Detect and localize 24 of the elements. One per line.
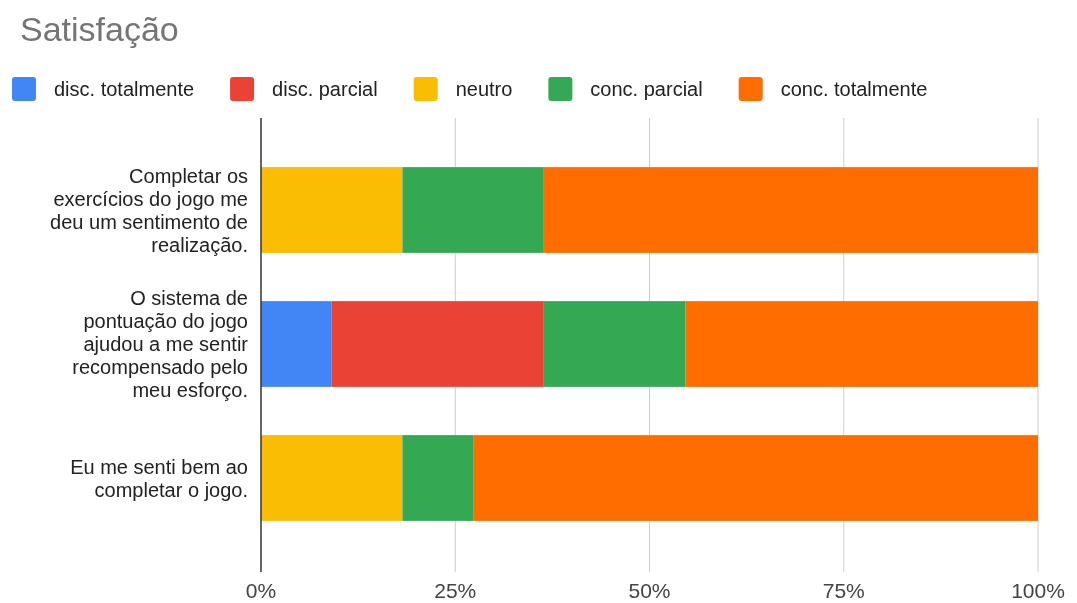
bar — [402, 167, 544, 253]
legend-label: disc. parcial — [272, 78, 378, 100]
x-tick-label: 25% — [434, 579, 477, 602]
legend-label: conc. totalmente — [780, 78, 928, 100]
x-tick-label: 75% — [822, 579, 865, 602]
legend-label: disc. totalmente — [54, 78, 195, 100]
x-tick-label: 0% — [245, 579, 277, 602]
y-tick-label: Eu me senti bem ao completar o jogo. — [70, 455, 248, 501]
x-tick-label: 50% — [628, 579, 671, 602]
chart-title: Satisfação — [20, 10, 179, 48]
bar — [261, 167, 403, 253]
legend-label: conc. parcial — [590, 78, 703, 100]
bar — [543, 301, 686, 387]
bar — [261, 435, 403, 521]
bar — [543, 167, 1038, 253]
y-tick-label: Completar os exercícios do jogo me deu um sentimento de realização. — [50, 164, 248, 256]
legend-label: neutro — [455, 78, 513, 100]
bar — [402, 435, 474, 521]
bar — [331, 301, 544, 387]
bar — [685, 301, 1038, 387]
bar — [473, 435, 1038, 521]
bar — [261, 301, 332, 387]
x-tick-label: 100% — [1011, 579, 1065, 602]
y-tick-label: O sistema de pontuação do jogo ajudou a me sentir recompensado pelo meu esforço. — [72, 287, 249, 401]
